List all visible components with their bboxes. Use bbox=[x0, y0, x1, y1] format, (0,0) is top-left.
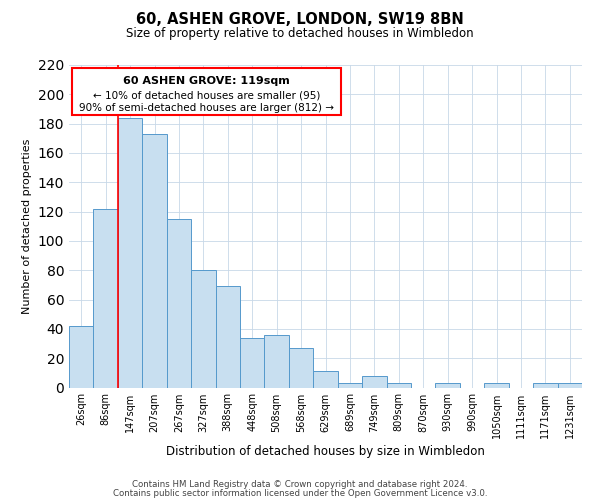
Bar bbox=[313, 372, 338, 388]
Bar bbox=[215, 286, 240, 388]
Bar bbox=[362, 376, 386, 388]
Y-axis label: Number of detached properties: Number of detached properties bbox=[22, 138, 32, 314]
Text: Size of property relative to detached houses in Wimbledon: Size of property relative to detached ho… bbox=[126, 28, 474, 40]
Text: ← 10% of detached houses are smaller (95): ← 10% of detached houses are smaller (95… bbox=[93, 90, 320, 101]
Bar bbox=[69, 326, 94, 388]
Bar bbox=[191, 270, 215, 388]
Text: 60 ASHEN GROVE: 119sqm: 60 ASHEN GROVE: 119sqm bbox=[123, 76, 290, 86]
Bar bbox=[484, 383, 509, 388]
Text: 90% of semi-detached houses are larger (812) →: 90% of semi-detached houses are larger (… bbox=[79, 103, 334, 113]
Bar bbox=[338, 383, 362, 388]
Bar bbox=[289, 348, 313, 388]
Bar bbox=[142, 134, 167, 388]
Text: 60, ASHEN GROVE, LONDON, SW19 8BN: 60, ASHEN GROVE, LONDON, SW19 8BN bbox=[136, 12, 464, 28]
Text: Contains HM Land Registry data © Crown copyright and database right 2024.: Contains HM Land Registry data © Crown c… bbox=[132, 480, 468, 489]
Bar bbox=[386, 383, 411, 388]
Bar bbox=[118, 118, 142, 388]
Bar bbox=[436, 383, 460, 388]
Bar bbox=[94, 208, 118, 388]
Bar bbox=[265, 334, 289, 388]
Bar bbox=[240, 338, 265, 388]
X-axis label: Distribution of detached houses by size in Wimbledon: Distribution of detached houses by size … bbox=[166, 444, 485, 458]
Bar bbox=[533, 383, 557, 388]
Bar bbox=[557, 383, 582, 388]
Bar bbox=[167, 219, 191, 388]
Text: Contains public sector information licensed under the Open Government Licence v3: Contains public sector information licen… bbox=[113, 489, 487, 498]
